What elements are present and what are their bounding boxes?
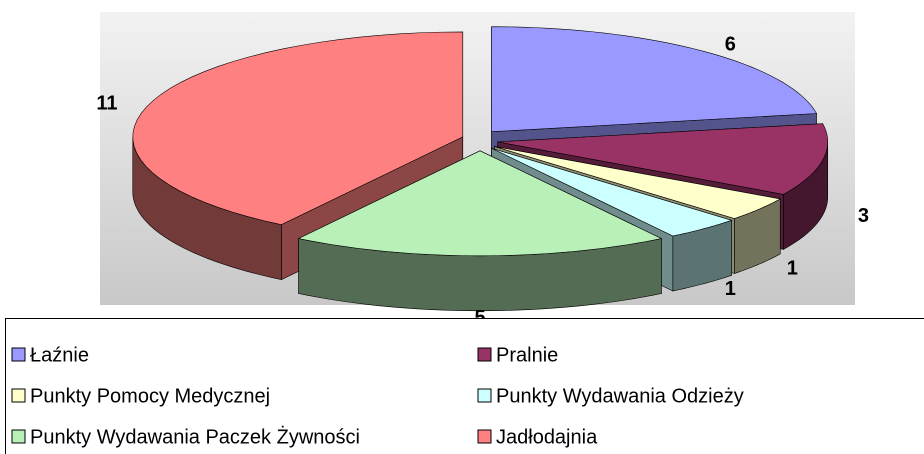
slice-top <box>494 146 782 219</box>
legend-label: Punkty Wydawania Odzieży <box>496 385 744 407</box>
data-label: 3 <box>858 205 869 227</box>
data-label: 1 <box>725 278 736 300</box>
legend <box>5 318 924 454</box>
legend-label: Łaźnie <box>30 344 89 366</box>
slice-top <box>132 31 464 225</box>
legend-label: Pralnie <box>496 344 558 366</box>
data-label: 6 <box>725 33 736 55</box>
legend-items: Łaźnie Pralnie Punkty Pomocy Medycznej Punk… <box>11 344 744 448</box>
slice-top <box>491 147 733 237</box>
legend-label: Jadłodajnia <box>496 426 598 448</box>
data-label: 11 <box>96 93 117 115</box>
data-label: 1 <box>787 257 798 279</box>
slice-top <box>497 123 829 195</box>
slice <box>297 150 663 312</box>
legend-swatch <box>477 388 492 403</box>
legend-label: Punkty Pomocy Medycznej <box>30 385 270 407</box>
legend-label: Punkty Wydawania Paczek Żywności <box>30 425 360 448</box>
legend-swatch <box>11 429 26 444</box>
slice-top <box>491 26 818 133</box>
legend-swatch <box>11 388 26 403</box>
legend-swatch <box>477 429 492 444</box>
legend-swatch <box>11 347 26 362</box>
pie <box>132 26 829 312</box>
slice-top <box>297 150 663 257</box>
legend-swatch <box>477 347 492 362</box>
